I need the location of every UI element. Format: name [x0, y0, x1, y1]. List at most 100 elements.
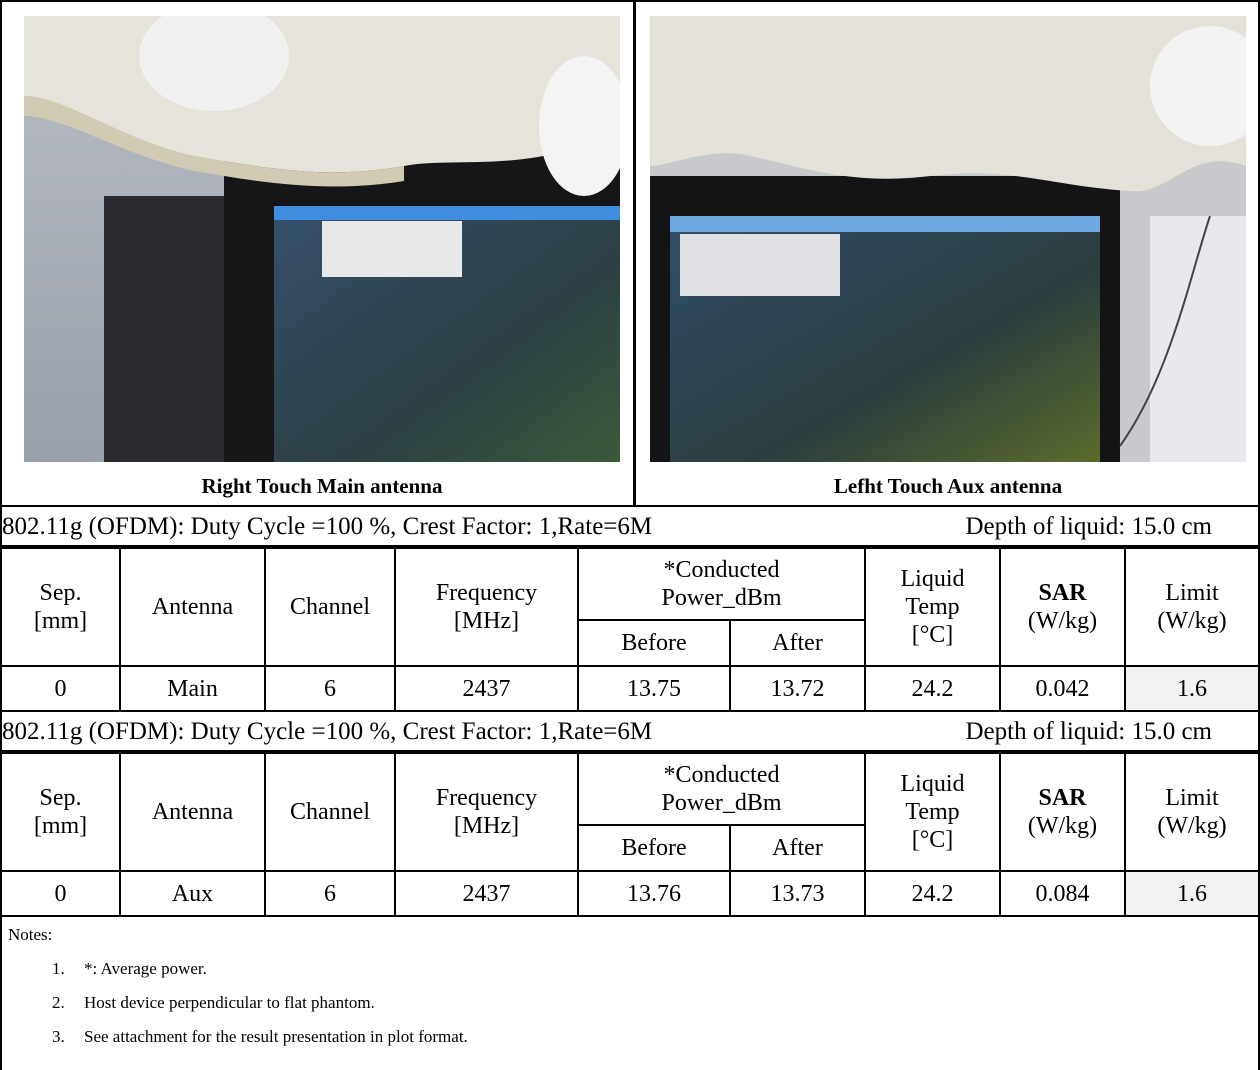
header-row: Sep. [mm] Antenna Channel Frequency [MHz] *Con…: [2, 547, 1258, 667]
header-cell: SAR (W/kg): [999, 752, 1126, 872]
divider: [633, 2, 636, 505]
note-number: 3.: [52, 1027, 65, 1046]
photo: [650, 16, 1246, 462]
header-text: Frequency: [435, 580, 538, 606]
sar-table: Sep. [mm] Antenna Channel Frequency [MHz] *Con…: [2, 752, 1258, 917]
header-text: Antenna: [151, 594, 234, 620]
header-text: Before: [621, 835, 687, 861]
header-cell: Limit (W/kg): [1124, 547, 1258, 667]
note-text: Host device perpendicular to flat phanto…: [84, 993, 375, 1012]
header-cell: After: [729, 619, 865, 667]
photo-image: [650, 16, 1246, 462]
header-cell: *Conducted Power_dBm: [577, 547, 866, 621]
header-text: Sep.: [39, 785, 82, 811]
note-text: See attachment for the result presentati…: [84, 1027, 468, 1046]
note-number: 2.: [52, 993, 65, 1012]
header-cell: Before: [578, 619, 731, 667]
header-cell: Antenna: [119, 752, 266, 872]
header-text: Channel: [290, 594, 370, 620]
header-text: [MHz]: [453, 813, 520, 839]
header-cell: Before: [578, 824, 731, 872]
header-text: After: [772, 630, 823, 656]
header-text: (W/kg): [1027, 813, 1098, 839]
data-cell: 0.042: [999, 665, 1126, 712]
header-cell: Antenna: [119, 547, 266, 667]
header-text: Temp: [905, 799, 960, 825]
header-text: Temp: [905, 594, 960, 620]
table-condition-row: 802.11g (OFDM): Duty Cycle =100 %, Crest…: [2, 712, 1258, 752]
data-cell: 0: [2, 870, 121, 917]
header-text: After: [772, 835, 823, 861]
header-cell: SAR (W/kg): [999, 547, 1126, 667]
header-text: *Conducted: [663, 762, 780, 788]
data-cell: 1.6: [1124, 870, 1258, 917]
header-cell: Liquid Temp [°C]: [864, 752, 1001, 872]
header-cell: Channel: [264, 752, 396, 872]
sar-table: Sep. [mm] Antenna Channel Frequency [MHz] *Con…: [2, 547, 1258, 712]
note-number: 1.: [52, 959, 65, 978]
liquid-depth: Depth of liquid: 15.0 cm: [965, 718, 1213, 745]
header-cell: Sep. [mm]: [2, 547, 121, 667]
liquid-depth: Depth of liquid: 15.0 cm: [965, 513, 1213, 540]
header-text: SAR: [1038, 785, 1087, 811]
photo-caption: Right Touch Main antenna: [201, 474, 443, 498]
header-text: Liquid: [900, 771, 965, 797]
header-text: *Conducted: [663, 557, 780, 583]
header-row: Before After: [2, 824, 1258, 872]
data-cell: 0.084: [999, 870, 1126, 917]
header-text: [mm]: [33, 608, 88, 634]
header-text: Limit: [1165, 785, 1219, 811]
header-text: [mm]: [33, 813, 88, 839]
header-cell: Frequency [MHz]: [394, 752, 579, 872]
header-text: Power_dBm: [661, 790, 782, 816]
header-cell: Channel: [264, 547, 396, 667]
header-cell: After: [729, 824, 865, 872]
notes-title: Notes:: [8, 925, 53, 944]
data-row: 0 Aux 6 2437 13.76 13.73 24.2 0.084 1.6: [2, 870, 1258, 917]
header-text: SAR: [1038, 580, 1087, 606]
data-cell: 24.2: [864, 870, 1001, 917]
condition: 802.11g (OFDM): Duty Cycle =100 %, Crest…: [2, 718, 653, 745]
photo-caption: Lefht Touch Aux antenna: [833, 474, 1063, 498]
data-cell: 24.2: [864, 665, 1001, 712]
note-item: 1. *: Average power.: [52, 959, 1258, 979]
header-cell: *Conducted Power_dBm: [577, 752, 866, 826]
header-row: Sep. [mm] Antenna Channel Frequency [MHz] *Con…: [2, 752, 1258, 872]
header-cell: Sep. [mm]: [2, 752, 121, 872]
data-cell: 13.75: [577, 665, 731, 712]
header-text: Sep.: [39, 580, 82, 606]
data-cell: Aux: [119, 870, 266, 917]
note-item: 3. See attachment for the result presenta…: [52, 1027, 1258, 1047]
condition: 802.11g (OFDM): Duty Cycle =100 %, Crest…: [2, 513, 653, 540]
header-text: (W/kg): [1157, 608, 1227, 634]
header-row: Before After: [2, 619, 1258, 667]
header-cell: Frequency [MHz]: [394, 547, 579, 667]
data-row: 0 Main 6 2437 13.75 13.72 24.2 0.042 1.6: [2, 665, 1258, 712]
header-text: Limit: [1165, 580, 1219, 606]
header-text: (W/kg): [1027, 608, 1098, 634]
header-cell: Limit (W/kg): [1124, 752, 1258, 872]
photo: [24, 16, 620, 462]
data-cell: 0: [2, 665, 121, 712]
data-cell: 2437: [394, 870, 579, 917]
table-condition-row: 802.11g (OFDM): Duty Cycle =100 %, Crest…: [2, 507, 1258, 547]
data-cell: 6: [264, 665, 396, 712]
data-cell: 1.6: [1124, 665, 1258, 712]
tables: 802.11g (OFDM): Duty Cycle =100 %, Crest…: [2, 507, 1258, 917]
data-cell: 13.76: [577, 870, 731, 917]
header-text: Channel: [290, 799, 370, 825]
data-cell: 13.73: [729, 870, 866, 917]
notes: Notes: 1. *: Average power. 2. Host device …: [2, 917, 1258, 1047]
header-text: Liquid: [900, 566, 965, 592]
data-cell: Main: [119, 665, 266, 712]
header-text: Frequency: [435, 785, 538, 811]
data-cell: 6: [264, 870, 396, 917]
header-text: Power_dBm: [661, 585, 782, 611]
header-text: (W/kg): [1157, 813, 1227, 839]
header-text: [°C]: [911, 622, 954, 648]
photo-row: Right Touch Main antenna Lefht Touch Aux…: [2, 2, 1258, 507]
data-cell: 13.72: [729, 665, 866, 712]
data-cell: 2437: [394, 665, 579, 712]
header-text: [MHz]: [453, 608, 520, 634]
